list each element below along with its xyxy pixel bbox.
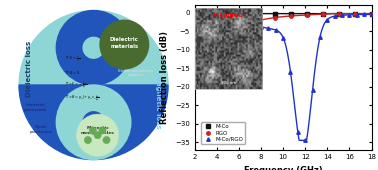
M-Co/RGO (333, 15, 337, 17)
M-Co (225, 13, 229, 15)
M-Co/RGO (325, 19, 330, 21)
Text: $\nabla \cdot B = 0$: $\nabla \cdot B = 0$ (65, 69, 81, 75)
RGO (257, 20, 261, 22)
Legend: M-Co, RGO, M-Co/RGO: M-Co, RGO, M-Co/RGO (201, 122, 245, 144)
Circle shape (56, 11, 131, 85)
M-Co/RGO (222, 18, 226, 20)
Y-axis label: Reflection loss (dB): Reflection loss (dB) (160, 31, 169, 124)
M-Co/RGO (229, 19, 234, 21)
M-Co/RGO (303, 139, 308, 141)
Text: $\nabla \cdot E = \frac{\rho}{\varepsilon_0}$: $\nabla \cdot E = \frac{\rho}{\varepsilo… (65, 55, 81, 64)
RGO (321, 13, 325, 15)
M-Co/RGO (369, 13, 374, 15)
M-Co (321, 13, 325, 15)
Line: RGO: RGO (193, 12, 373, 30)
RGO (241, 24, 245, 26)
M-Co/RGO (266, 27, 271, 29)
Circle shape (83, 112, 104, 133)
Text: Interfacial
polarization: Interfacial polarization (24, 103, 47, 112)
M-Co/RGO (288, 71, 293, 73)
M-Co (289, 13, 293, 15)
M-Co/RGO (237, 19, 241, 21)
Line: M-Co/RGO: M-Co/RGO (193, 13, 373, 142)
RGO (273, 16, 277, 19)
Text: Dipole
polarization: Dipole polarization (29, 125, 53, 134)
RGO (225, 27, 229, 29)
RGO (337, 13, 342, 15)
Text: Dielectric
materials: Dielectric materials (110, 37, 139, 48)
RGO (289, 15, 293, 17)
RGO (369, 13, 374, 15)
M-Co/RGO (192, 19, 197, 21)
RGO (353, 13, 358, 15)
M-Co/RGO (244, 21, 249, 23)
M-Co/RGO (362, 13, 366, 15)
RGO (305, 14, 310, 16)
M-Co/RGO (200, 19, 204, 21)
Circle shape (89, 127, 96, 134)
X-axis label: Frequency (GHz): Frequency (GHz) (244, 166, 322, 170)
Circle shape (103, 136, 110, 144)
M-Co/RGO (215, 18, 219, 20)
M-Co/RGO (340, 14, 344, 16)
Circle shape (94, 132, 101, 139)
M-Co (209, 13, 213, 15)
Circle shape (77, 114, 119, 156)
Text: Magnetic loss: Magnetic loss (155, 74, 161, 129)
M-Co (241, 13, 245, 15)
M-Co/RGO (281, 37, 285, 39)
Line: M-Co: M-Co (193, 12, 373, 16)
RGO (209, 26, 213, 28)
Circle shape (84, 136, 91, 144)
M-Co/RGO (251, 23, 256, 25)
M-Co (257, 13, 261, 15)
M-Co/RGO (318, 36, 322, 38)
Circle shape (83, 37, 104, 58)
M-Co/RGO (259, 26, 263, 28)
M-Co/RGO (347, 14, 352, 16)
Circle shape (19, 11, 168, 159)
M-Co (369, 13, 374, 15)
M-Co (353, 13, 358, 15)
Circle shape (56, 85, 131, 159)
M-Co (337, 13, 342, 15)
Text: Magnetic
nanoparticles: Magnetic nanoparticles (81, 126, 115, 135)
M-Co (273, 13, 277, 15)
Text: Dielectric loss: Dielectric loss (26, 41, 32, 97)
Text: $\nabla \times E = -\frac{\partial B}{\partial t}$: $\nabla \times E = -\frac{\partial B}{\p… (65, 80, 88, 90)
Text: $\nabla \times B = \mu_0 J + \mu_0\varepsilon_0\frac{\partial E}{\partial t}$: $\nabla \times B = \mu_0 J + \mu_0\varep… (65, 93, 100, 103)
M-Co (192, 13, 197, 15)
Circle shape (100, 20, 149, 69)
M-Co/RGO (296, 131, 300, 133)
M-Co (305, 13, 310, 15)
RGO (192, 22, 197, 24)
Circle shape (99, 127, 106, 134)
Text: Natural and exchange
resonance: Natural and exchange resonance (118, 69, 153, 77)
Wedge shape (19, 85, 168, 159)
M-Co/RGO (355, 14, 359, 16)
M-Co/RGO (310, 89, 315, 91)
M-Co/RGO (207, 19, 212, 21)
M-Co/RGO (273, 29, 278, 31)
